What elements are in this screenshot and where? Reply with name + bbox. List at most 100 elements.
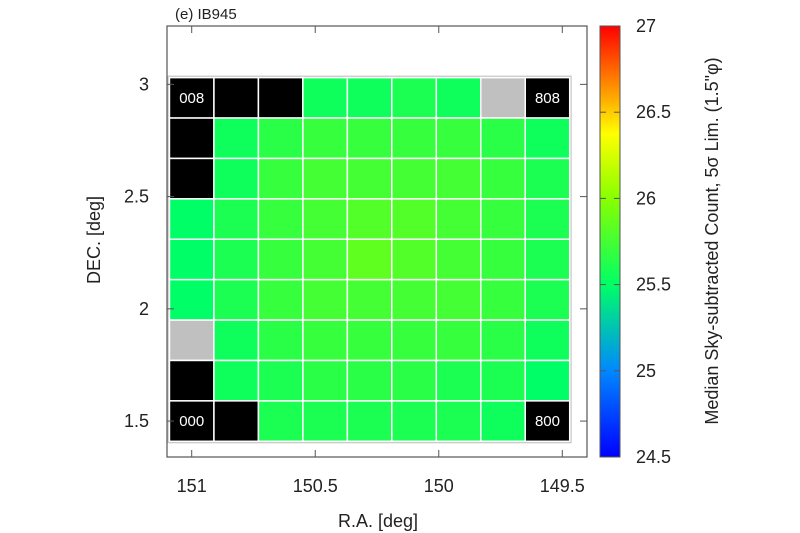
heatmap-cell bbox=[302, 117, 349, 160]
heatmap-cell bbox=[168, 157, 215, 200]
heatmap-cell bbox=[524, 400, 571, 443]
heatmap-cell bbox=[391, 278, 438, 321]
heatmap-cell bbox=[480, 157, 526, 200]
heatmap-cell bbox=[257, 400, 304, 443]
heatmap-cell bbox=[435, 157, 482, 200]
heatmap-cell bbox=[346, 157, 393, 200]
heatmap-cell bbox=[480, 76, 526, 119]
heatmap-cell bbox=[346, 198, 393, 241]
heatmap-cell bbox=[302, 157, 349, 200]
heatmap-cell bbox=[435, 117, 482, 160]
heatmap-cell bbox=[480, 117, 526, 160]
heatmap-cell bbox=[346, 359, 393, 402]
heatmap-cell bbox=[346, 278, 393, 321]
heatmap-cell bbox=[524, 238, 571, 281]
heatmap-cell bbox=[302, 400, 349, 443]
colorbar-gradient bbox=[599, 25, 621, 458]
heatmap-cell bbox=[480, 319, 526, 362]
panel-title: (e) IB945 bbox=[175, 6, 237, 23]
heatmap-cell bbox=[391, 198, 438, 241]
heatmap-cell bbox=[524, 319, 571, 362]
heatmap-cell bbox=[346, 76, 393, 119]
heatmap-cell bbox=[257, 359, 304, 402]
heatmap-cell bbox=[480, 278, 526, 321]
heatmap-cells bbox=[168, 76, 571, 443]
heatmap-cell bbox=[435, 198, 482, 241]
heatmap-cell bbox=[257, 76, 304, 119]
heatmap-cell bbox=[302, 319, 349, 362]
y-tick-label: 2 bbox=[139, 299, 149, 319]
y-tick-label: 3 bbox=[139, 74, 149, 94]
heatmap-cell bbox=[524, 76, 571, 119]
colorbar-tick-label: 26 bbox=[636, 188, 656, 208]
heatmap-cell bbox=[302, 278, 349, 321]
heatmap-cell bbox=[480, 238, 526, 281]
colorbar-tick-label: 27 bbox=[636, 16, 656, 36]
heatmap-cell bbox=[213, 400, 260, 443]
y-tick-label: 1.5 bbox=[124, 411, 149, 431]
heatmap-cell bbox=[435, 359, 482, 402]
heatmap-cell bbox=[213, 76, 260, 119]
heatmap-cell bbox=[524, 157, 571, 200]
heatmap-cell bbox=[302, 76, 349, 119]
colorbar-tick-label: 25 bbox=[636, 361, 656, 381]
heatmap-cell bbox=[257, 117, 304, 160]
colorbar-tick-label: 26.5 bbox=[636, 102, 671, 122]
heatmap-cell bbox=[480, 198, 526, 241]
heatmap-cell bbox=[391, 238, 438, 281]
colorbar-tick-label: 24.5 bbox=[636, 447, 671, 467]
heatmap-cell bbox=[168, 359, 215, 402]
colorbar-tick-label: 25.5 bbox=[636, 275, 671, 295]
heatmap-cell bbox=[302, 198, 349, 241]
x-axis-title: R.A. [deg] bbox=[338, 511, 418, 531]
heatmap-cell bbox=[435, 400, 482, 443]
heatmap-cell bbox=[213, 319, 260, 362]
heatmap-cell bbox=[346, 319, 393, 362]
x-tick-label: 150 bbox=[424, 476, 454, 496]
heatmap-cell bbox=[168, 76, 215, 119]
heatmap-cell bbox=[168, 117, 215, 160]
heatmap-cell bbox=[168, 319, 215, 362]
corner-label: 000 bbox=[179, 413, 204, 430]
heatmap-cell bbox=[346, 117, 393, 160]
heatmap-cell bbox=[213, 157, 260, 200]
colorbar: 24.5 25 25.5 26 26.5 27 bbox=[599, 16, 671, 467]
heatmap-cell bbox=[346, 238, 393, 281]
y-axis-title: DEC. [deg] bbox=[84, 196, 104, 284]
x-tick-label: 150.5 bbox=[293, 476, 338, 496]
heatmap-cell bbox=[302, 238, 349, 281]
corner-label: 008 bbox=[179, 90, 204, 107]
heatmap-cell bbox=[435, 76, 482, 119]
heatmap-cell bbox=[213, 359, 260, 402]
heatmap-cell bbox=[391, 117, 438, 160]
heatmap-cell bbox=[391, 157, 438, 200]
heatmap-cell bbox=[346, 400, 393, 443]
heatmap-cell bbox=[435, 319, 482, 362]
heatmap-cell bbox=[213, 238, 260, 281]
corner-label: 808 bbox=[535, 90, 560, 107]
heatmap-cell bbox=[257, 278, 304, 321]
heatmap-cell bbox=[480, 400, 526, 443]
y-tick-label: 2.5 bbox=[124, 187, 149, 207]
axes: 151 150.5 150 149.5 1.5 2 2.5 3 bbox=[124, 25, 588, 496]
heatmap-cell bbox=[524, 278, 571, 321]
colorbar-title: Median Sky-subtracted Count, 5σ Lim. (1.… bbox=[702, 57, 722, 424]
heatmap-cell bbox=[213, 198, 260, 241]
heatmap-cell bbox=[257, 198, 304, 241]
heatmap-cell bbox=[257, 157, 304, 200]
heatmap-cell bbox=[391, 76, 438, 119]
heatmap-cell bbox=[168, 278, 215, 321]
heatmap-cell bbox=[524, 117, 571, 160]
heatmap-cell bbox=[257, 238, 304, 281]
heatmap-cell bbox=[435, 278, 482, 321]
heatmap-cell bbox=[302, 359, 349, 402]
x-tick-label: 151 bbox=[177, 476, 207, 496]
heatmap-cell bbox=[168, 198, 215, 241]
heatmap-cell bbox=[391, 319, 438, 362]
corner-label: 800 bbox=[535, 413, 560, 430]
x-tick-label: 149.5 bbox=[540, 476, 585, 496]
heatmap-cell bbox=[168, 238, 215, 281]
heatmap-cell bbox=[213, 117, 260, 160]
heatmap-cell bbox=[435, 238, 482, 281]
